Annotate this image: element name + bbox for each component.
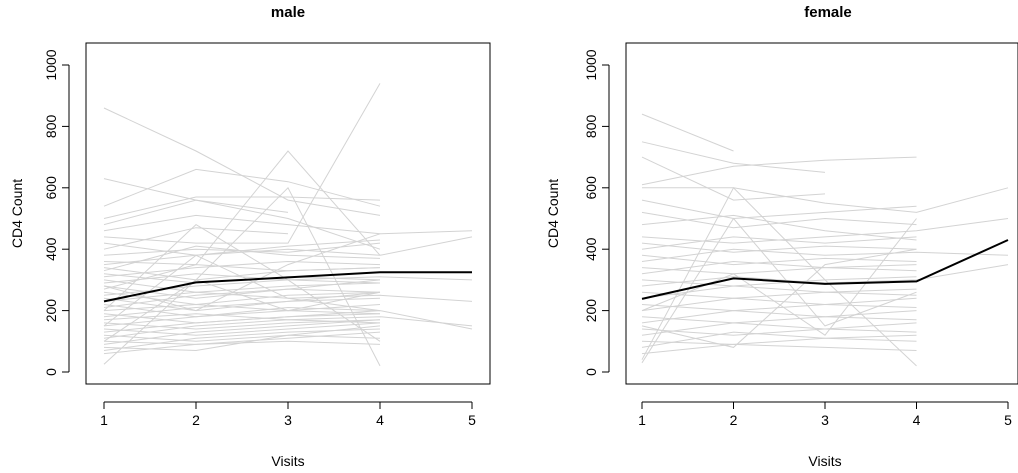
x-tick-label: 3 — [284, 412, 292, 428]
plot-frame — [625, 42, 1018, 385]
x-tick-label: 5 — [468, 412, 476, 428]
y-tick-label: 400 — [43, 237, 59, 261]
subject-line — [103, 214, 473, 235]
subject-line — [103, 233, 381, 312]
subject-line — [641, 297, 917, 312]
subject-line — [641, 254, 917, 266]
subject-line — [641, 218, 917, 336]
subject-line — [103, 288, 381, 308]
y-tick-label: 1000 — [43, 49, 59, 80]
subject-line — [103, 310, 473, 333]
subject-line — [103, 331, 381, 345]
subject-line — [103, 223, 381, 342]
subject-line — [641, 343, 917, 355]
subject-line — [103, 254, 381, 327]
subject-line — [641, 285, 917, 299]
subject-line — [641, 260, 917, 275]
y-tick-label: 1000 — [583, 49, 599, 80]
subject-line — [103, 236, 473, 266]
chart-title: male — [271, 4, 305, 21]
x-tick-label: 4 — [913, 412, 921, 428]
y-tick-label: 600 — [583, 176, 599, 200]
subject-line — [103, 196, 381, 219]
y-tick-label: 0 — [43, 368, 59, 376]
subject-line — [641, 310, 917, 324]
subject-line — [641, 248, 1009, 262]
subject-line — [103, 279, 381, 342]
subject-line — [641, 156, 917, 186]
subject-line — [103, 186, 381, 367]
x-tick-label: 1 — [638, 412, 646, 428]
subject-line — [103, 319, 381, 345]
subject-line — [641, 331, 917, 348]
subject-line — [103, 168, 381, 207]
y-tick-label: 200 — [583, 299, 599, 323]
subject-line — [641, 288, 917, 299]
subject-line — [103, 150, 381, 266]
subject-line — [103, 310, 381, 327]
x-tick-label: 3 — [821, 412, 829, 428]
subject-line — [103, 227, 289, 250]
subject-line — [641, 322, 917, 336]
subject-line — [642, 187, 1009, 213]
subject-line — [641, 264, 917, 275]
subject-line — [641, 276, 917, 287]
y-tick-label: 400 — [583, 237, 599, 261]
subject-line — [641, 248, 917, 348]
subject-line — [641, 242, 917, 253]
subject-line — [103, 83, 381, 244]
subject-line — [103, 328, 381, 351]
subject-line — [641, 322, 917, 336]
y-tick-label: 0 — [583, 368, 599, 376]
plot-frame — [85, 42, 491, 385]
y-tick-label: 200 — [43, 299, 59, 323]
mean-line — [103, 271, 472, 303]
subject-line — [103, 303, 381, 312]
subject-line — [103, 264, 381, 290]
y-axis-label: CD4 Count — [9, 179, 25, 248]
subject-line — [641, 217, 917, 364]
subject-line — [641, 310, 917, 324]
male-panel: 1 2 3 4 5 0 200 400 600 800 1000 male Visits CD4 Coun… — [9, 4, 491, 469]
y-tick-label: 800 — [583, 115, 599, 139]
y-axis-label: CD4 Count — [545, 179, 561, 248]
x-axis-label: Visits — [808, 453, 841, 469]
subject-line — [641, 236, 917, 250]
subject-line — [641, 214, 917, 241]
subject-line — [103, 260, 381, 278]
female-panel: 1 2 3 4 5 0 200 400 600 800 1000 female Visits CD4 Co… — [545, 4, 1018, 469]
x-axis-label: Visits — [271, 453, 304, 469]
subject-line — [641, 186, 917, 367]
mean-line — [641, 239, 1009, 300]
x-tick-label: 2 — [730, 412, 738, 428]
subject-line — [641, 156, 826, 201]
x-tick-label: 4 — [376, 412, 384, 428]
subject-line — [103, 107, 381, 216]
subject-line — [641, 199, 917, 220]
x-tick-label: 1 — [100, 412, 108, 428]
subject-line — [103, 319, 381, 339]
subject-line — [103, 242, 381, 256]
subject-line — [103, 297, 381, 318]
subject-line — [103, 340, 381, 355]
y-tick-label: 800 — [43, 115, 59, 139]
subject-line — [641, 297, 917, 312]
subject-line — [641, 334, 917, 345]
subject-line — [103, 245, 381, 272]
chart-title: female — [804, 4, 852, 21]
x-tick-label: 2 — [192, 412, 200, 428]
x-tick-label: 5 — [1004, 412, 1012, 428]
y-tick-label: 600 — [43, 176, 59, 200]
subject-line — [103, 199, 381, 250]
subject-line — [641, 141, 826, 173]
subject-line — [641, 113, 734, 152]
